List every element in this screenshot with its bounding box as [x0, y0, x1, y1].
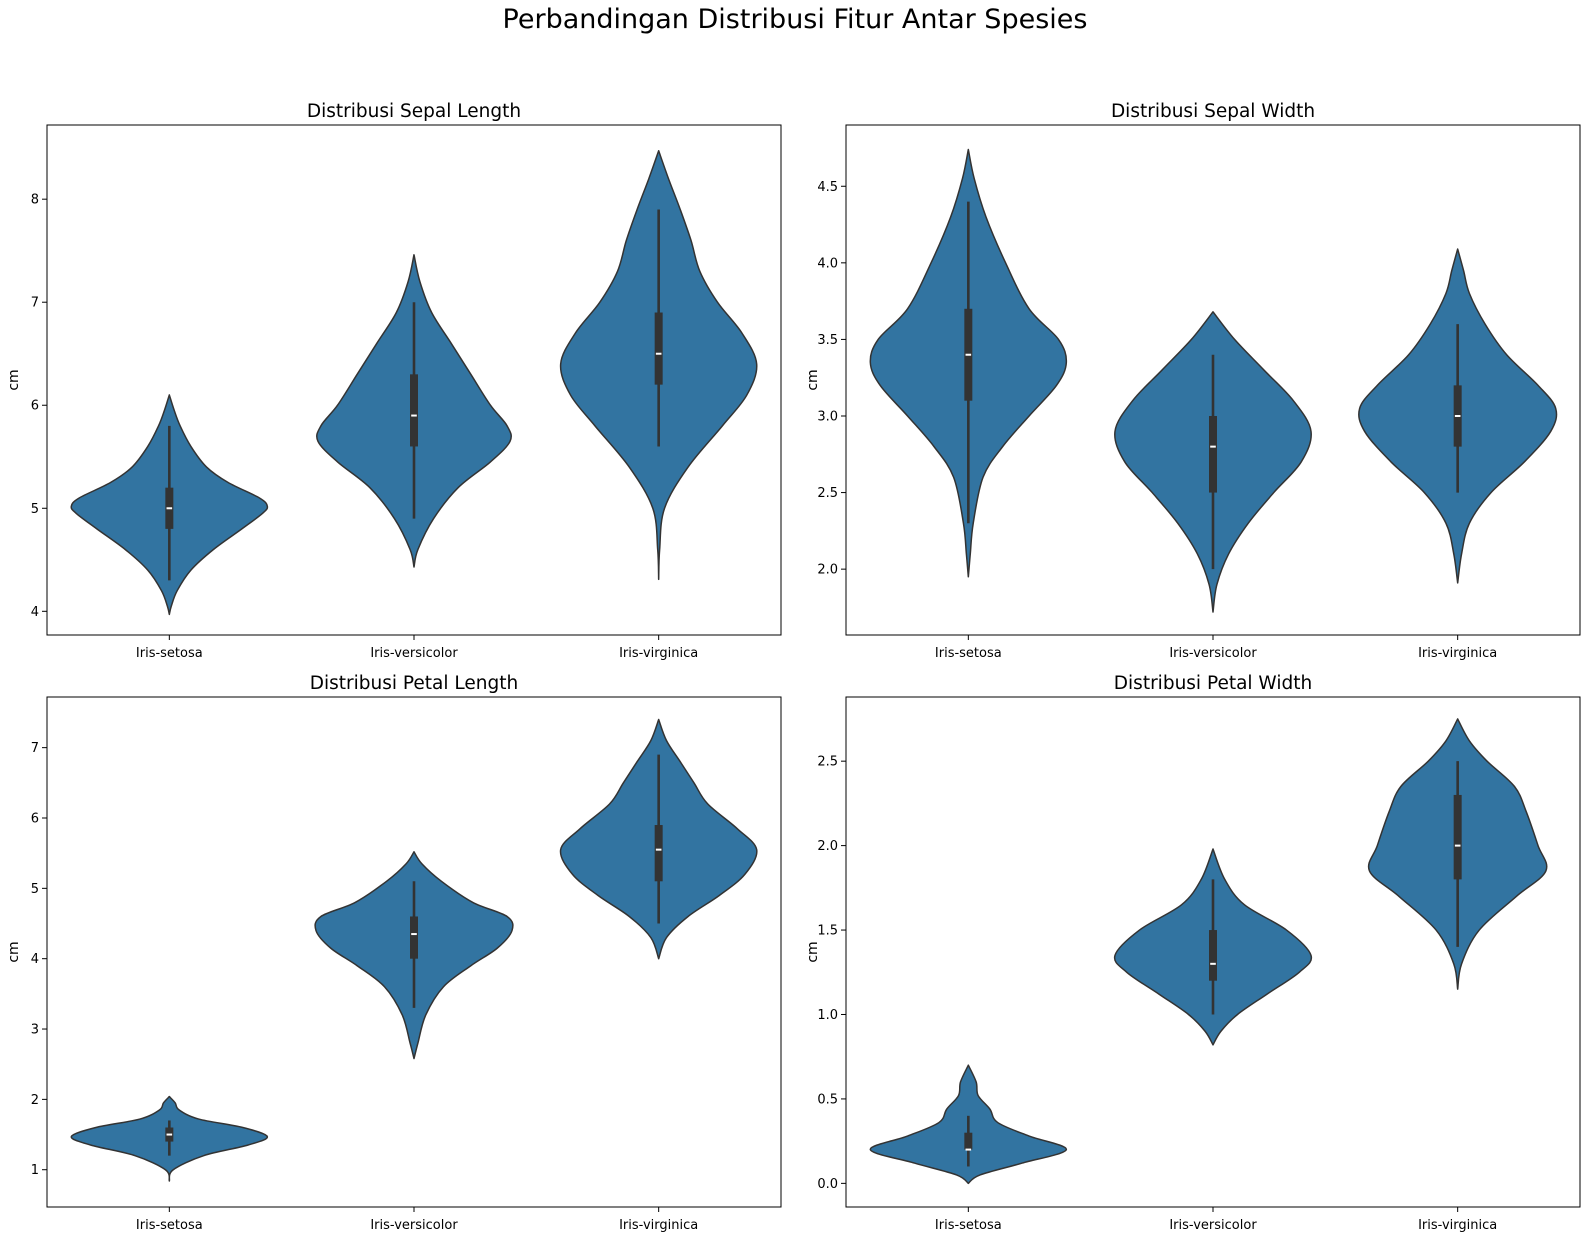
x-tick-label: Iris-setosa — [935, 1218, 1002, 1233]
violin-iqr-box — [654, 825, 663, 882]
y-axis-label: cm — [6, 369, 22, 390]
y-tick-label: 0.0 — [817, 1177, 838, 1192]
y-tick-label: 1.0 — [817, 1008, 838, 1023]
subplot-1: Distribusi Sepal Length cm 4 5 6 7 8 Iris-setos… — [6, 101, 782, 661]
subplot-2: Distribusi Sepal Width cm 2.0 2.5 3.0 3.5 4.0 4… — [805, 101, 1581, 661]
x-tick-label: Iris-setosa — [136, 646, 203, 661]
x-tick-label: Iris-setosa — [935, 646, 1002, 661]
violin-iqr-box — [964, 1132, 973, 1150]
subplot-title: Distribusi Sepal Width — [1111, 101, 1315, 122]
x-tick-label: Iris-virginica — [619, 1218, 698, 1233]
subplot-3: Distribusi Petal Length cm 1 2 3 4 5 6 7 Iris-set… — [6, 673, 782, 1233]
y-axis-label: cm — [6, 941, 22, 962]
x-tick-label: Iris-versicolor — [1169, 1218, 1257, 1233]
subplot-4: Distribusi Petal Width cm 0.0 0.5 1.0 1.5 2.0 2… — [805, 673, 1581, 1233]
x-tick-label: Iris-virginica — [619, 646, 698, 661]
violin-Iris-versicolor — [1114, 311, 1312, 613]
y-tick-label: 6 — [31, 399, 39, 414]
violin-iqr-box — [410, 916, 418, 959]
violin-Iris-virginica — [1367, 718, 1548, 990]
x-tick-label: Iris-virginica — [1418, 646, 1497, 661]
violin-iqr-box — [1209, 930, 1217, 981]
y-tick-label: 4.5 — [817, 180, 838, 195]
y-tick-label: 2.0 — [817, 563, 838, 578]
y-tick-label: 4 — [31, 605, 39, 620]
violin-Iris-virginica — [559, 718, 758, 960]
violin-Iris-versicolor — [316, 254, 512, 568]
y-tick-label: 5 — [31, 502, 39, 517]
violin-Iris-versicolor — [314, 851, 514, 1060]
y-tick-label: 5 — [31, 882, 39, 897]
x-tick-label: Iris-versicolor — [370, 1218, 458, 1233]
violin-Iris-setosa — [869, 148, 1068, 578]
violin-Iris-versicolor — [1113, 848, 1313, 1046]
y-tick-label: 4 — [31, 952, 39, 967]
y-tick-label: 0.5 — [817, 1092, 838, 1107]
y-tick-label: 1.5 — [817, 924, 838, 939]
x-tick-label: Iris-virginica — [1418, 1218, 1497, 1233]
subplot-title: Distribusi Petal Width — [1114, 673, 1312, 694]
y-tick-label: 2.5 — [817, 486, 838, 501]
violin-iqr-box — [410, 374, 418, 447]
violin-iqr-box — [1209, 415, 1217, 493]
y-tick-label: 3.0 — [817, 409, 838, 424]
y-tick-label: 2.0 — [817, 839, 838, 854]
y-tick-label: 4.0 — [817, 256, 838, 271]
y-tick-label: 2.5 — [817, 755, 838, 770]
violin-Iris-virginica — [1358, 248, 1558, 584]
violin-Iris-setosa — [70, 1095, 269, 1182]
y-tick-label: 8 — [31, 193, 39, 208]
subplot-title: Distribusi Sepal Length — [307, 101, 521, 122]
x-tick-label: Iris-setosa — [136, 1218, 203, 1233]
violin-Iris-setosa — [869, 1064, 1068, 1185]
y-axis-label: cm — [805, 941, 821, 962]
subplot-title: Distribusi Petal Length — [310, 673, 518, 694]
y-tick-label: 1 — [31, 1163, 39, 1178]
y-tick-label: 6 — [31, 811, 39, 826]
y-tick-label: 2 — [31, 1093, 39, 1108]
y-tick-label: 3.5 — [817, 333, 838, 348]
violin-Iris-setosa — [70, 394, 269, 616]
y-tick-label: 3 — [31, 1023, 39, 1038]
y-axis-label: cm — [805, 369, 821, 390]
y-tick-label: 7 — [31, 296, 39, 311]
violin-iqr-box — [654, 312, 663, 385]
x-tick-label: Iris-versicolor — [1169, 646, 1257, 661]
y-tick-label: 7 — [31, 741, 39, 756]
figure-suptitle: Perbandingan Distribusi Fitur Antar Spes… — [502, 4, 1088, 35]
violin-Iris-virginica — [559, 150, 758, 581]
x-tick-label: Iris-versicolor — [370, 646, 458, 661]
violin-iqr-box — [1453, 794, 1462, 880]
